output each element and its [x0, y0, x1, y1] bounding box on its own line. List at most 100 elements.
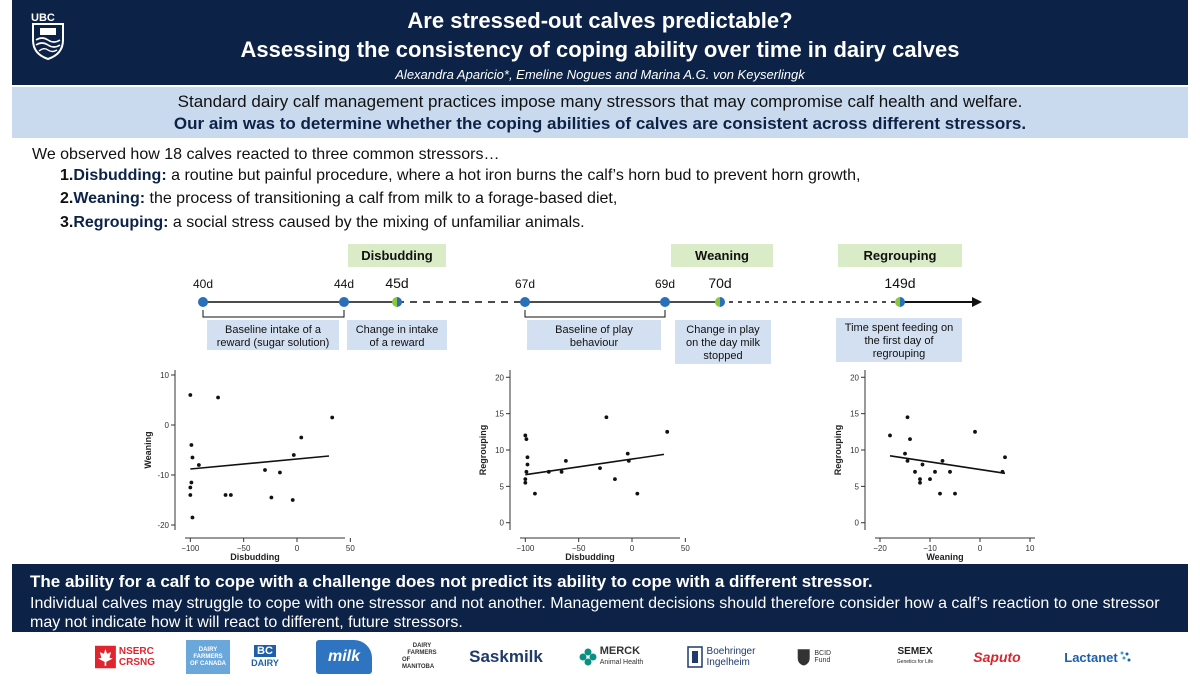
day-label: 149d: [884, 275, 915, 291]
y-tick-label: -20: [157, 521, 169, 530]
x-tick-label: 0: [978, 544, 983, 553]
x-tick-label: −100: [181, 544, 200, 553]
scatter-point: [188, 393, 193, 397]
scatter-point: [291, 453, 296, 457]
stressor-name: Weaning:: [73, 190, 146, 207]
y-tick-label: 0: [500, 519, 505, 528]
scatter-point: [635, 491, 640, 496]
scatter-point: [523, 433, 528, 438]
scatter-point: [913, 469, 917, 474]
scatter-point: [905, 415, 910, 420]
stressor-number: 2.: [60, 190, 74, 207]
note-box: [675, 320, 771, 364]
dfc-text: DAIRY: [198, 646, 218, 653]
x-tick-label: 0: [295, 544, 300, 553]
scatter-point: [563, 459, 568, 463]
scatter-point: [523, 480, 528, 485]
y-tick-label: 20: [850, 373, 859, 382]
y-axis-label: Regrouping: [833, 425, 843, 476]
y-tick-label: 15: [495, 410, 504, 419]
scatter-point: [905, 459, 910, 463]
note-line: Change in intake: [356, 324, 439, 336]
scatter-point: [523, 477, 528, 481]
scatter-point: [928, 477, 932, 481]
event-box-regrouping: [838, 244, 962, 267]
lactanet-dots-icon: [1120, 651, 1131, 662]
note-line: Change in play: [686, 324, 760, 336]
merck-mark-icon: [579, 648, 597, 666]
event-label-disbudding: Disbudding: [361, 248, 433, 263]
note-line: Baseline intake of a: [225, 324, 322, 336]
dfc-text: FARMERS: [193, 653, 223, 660]
scatter-point: [1003, 455, 1007, 460]
event-label-weaning: Weaning: [695, 248, 749, 263]
dairy-farmers-canada-logo: DAIRY FARMERS OF CANADA: [186, 640, 230, 674]
dfm-text: FARMERS: [407, 650, 437, 656]
scatter-point: [888, 433, 892, 438]
y-tick-label: 5: [500, 482, 505, 491]
scatter-point: [228, 493, 233, 497]
scatter-point: [269, 495, 274, 500]
scatter-point: [263, 468, 267, 472]
scatter-point: [918, 477, 922, 481]
dfm-text: DAIRY: [412, 643, 432, 649]
note-box: [347, 320, 447, 350]
sponsor-logos: NSERC CRSNG DAIRY FARMERS OF CANADA BC D…: [0, 632, 1200, 686]
x-tick-label: −10: [923, 544, 937, 553]
scatter-point: [278, 470, 282, 475]
note-line: Baseline of play: [555, 324, 633, 336]
milk-logo: milk: [316, 640, 372, 674]
trend-line: [525, 453, 665, 476]
day-label: 67d: [515, 277, 535, 291]
saputo-logo: Saputo: [973, 649, 1021, 665]
timeline-arrow-icon: [972, 297, 982, 307]
scatter-point: [524, 469, 529, 474]
timeline-dot: [660, 297, 670, 307]
stressor-number: 1.: [60, 167, 74, 184]
x-tick-label: −50: [237, 544, 251, 553]
poster-title-line1: Are stressed-out calves predictable?: [407, 8, 793, 33]
scatter-point: [525, 462, 530, 467]
event-label-regrouping: Regrouping: [864, 248, 937, 263]
boehringer-mark-icon: [686, 646, 703, 668]
baseline-bracket: [202, 310, 345, 318]
x-tick-label: 0: [630, 544, 635, 553]
conclusion-panel: The ability for a calf to cope with a ch…: [12, 564, 1188, 632]
ubc-logo-text: UBC: [31, 12, 55, 24]
scatter-plot-weaning-vs-regrouping: 0 5 10 15 20 −20 −10 0 10 Weaning Regrouping: [833, 370, 1035, 562]
stressor-item-weaning: 2.Weaning: the process of transitioning …: [60, 190, 617, 208]
scatter-point: [918, 480, 922, 485]
timeline-and-plots: Disbudding Weaning Regrouping 40d 44d 45…: [143, 244, 1035, 562]
day-label: 69d: [655, 277, 675, 291]
intro-aim: Our aim was to determine whether the cop…: [173, 114, 1027, 133]
scatter-point: [604, 415, 609, 420]
merck-logo: MERCK Animal Health: [576, 640, 646, 674]
scatter-point: [190, 515, 195, 520]
baseline-bracket: [524, 310, 666, 318]
scatter-point: [559, 469, 564, 474]
day-label: 70d: [708, 275, 731, 291]
scatter-plot-disbudding-vs-regrouping: 0 5 10 15 20 −100 −50 0 50 Disbudding Regrouping: [478, 370, 690, 562]
scatter-point: [933, 469, 937, 474]
timeline-dot: [339, 297, 349, 307]
scatter-point: [525, 455, 530, 460]
scatter-point: [625, 451, 630, 456]
note-line: reward (sugar solution): [217, 337, 330, 349]
scatter-point: [190, 455, 195, 460]
note-line: Time spent feeding on: [845, 322, 953, 334]
event-box-disbudding: [348, 244, 446, 267]
y-tick-label: -10: [157, 471, 169, 480]
y-tick-label: 10: [850, 446, 859, 455]
scatter-point: [188, 493, 193, 497]
x-tick-label: −50: [572, 544, 586, 553]
scatter-point: [908, 437, 912, 441]
bc-dairy-logo: BC DAIRY: [247, 640, 283, 674]
merck-text: MERCK: [599, 645, 641, 657]
scatter-point: [948, 469, 952, 474]
timeline-dot: [198, 297, 208, 307]
scatter-point: [665, 429, 670, 434]
poster-title-line2: Assessing the consistency of coping abil…: [240, 37, 960, 62]
x-axis-label: Disbudding: [565, 552, 615, 562]
y-tick-label: 5: [855, 482, 860, 491]
lactanet-logo: Lactanet: [1060, 640, 1136, 674]
